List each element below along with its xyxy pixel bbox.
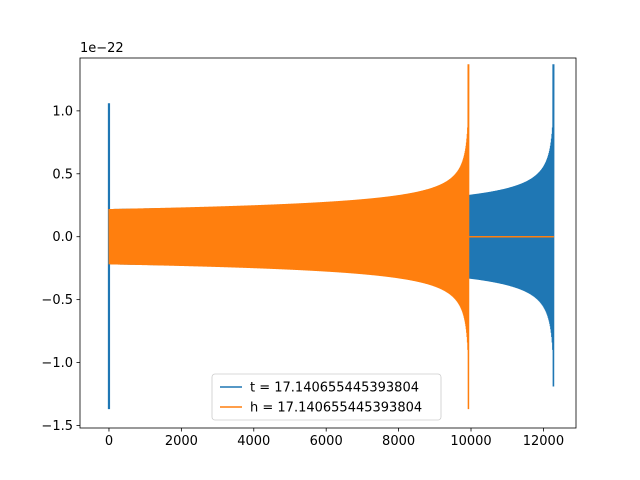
x-tick-label: 10000 (450, 434, 491, 449)
plot-area (107, 64, 555, 410)
legend-label: h = 17.140655445393804 (250, 401, 422, 416)
series-group (107, 64, 555, 410)
series-line-h (108, 64, 470, 410)
axes-frame (79, 57, 577, 429)
y-tick-label: −1.0 (41, 356, 73, 371)
y-tick-label: 0.0 (52, 230, 73, 245)
y-offset-text: 1e−22 (80, 41, 124, 56)
y-tick-label: 1.0 (52, 104, 73, 119)
x-tick-label: 0 (105, 434, 113, 449)
y-tick-label: −1.5 (41, 419, 73, 434)
x-tick-label: 4000 (237, 434, 270, 449)
axes: 0 2000 4000 6000 8000 10000 12000 −1.5 −1.0 −0.5 0… (41, 57, 577, 449)
legend: t = 17.140655445393804 h = 17.14065544539… (211, 373, 442, 421)
y-tick-label: 0.5 (52, 167, 73, 182)
legend-label: t = 17.140655445393804 (250, 381, 419, 396)
x-tick-label: 2000 (165, 434, 198, 449)
x-tick-label: 6000 (310, 434, 343, 449)
x-tick-label: 12000 (523, 434, 564, 449)
y-tick-label: −0.5 (41, 293, 73, 308)
legend-box (211, 373, 442, 421)
x-tick-label: 8000 (382, 434, 415, 449)
